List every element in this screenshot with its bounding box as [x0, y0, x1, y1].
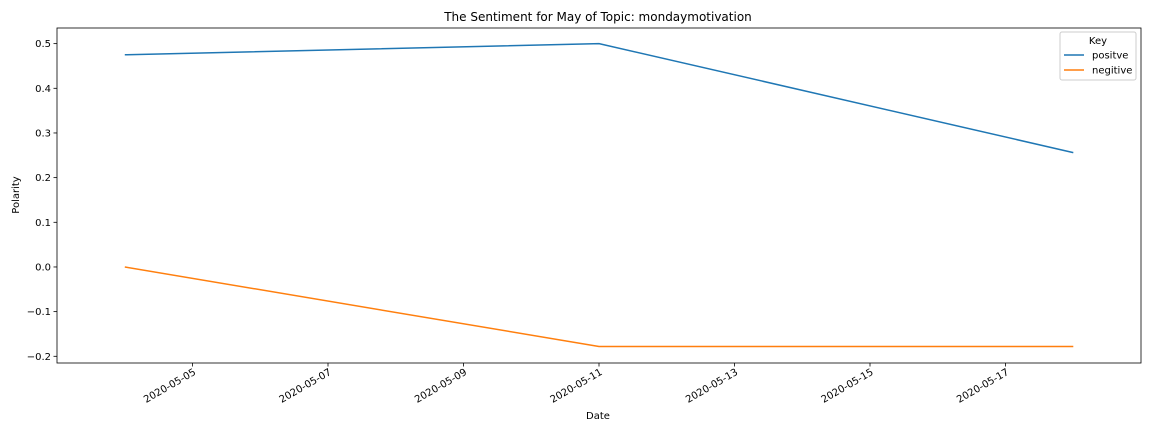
legend-title: Key — [1089, 36, 1107, 47]
x-tick-label: 2020-05-07 — [278, 367, 334, 406]
y-tick-label: 0.3 — [35, 128, 51, 139]
y-tick-label: −0.2 — [27, 352, 51, 363]
legend: Key positve negitive — [1059, 31, 1137, 81]
y-tick-label: 0.4 — [35, 84, 51, 95]
x-tick-label: 2020-05-05 — [142, 367, 198, 406]
y-axis-label: Polarity — [11, 176, 22, 214]
plot-area: −0.2 −0.1 0.0 0.1 0.2 0.3 0.4 0.5 2020-05-05 2020… — [27, 27, 1142, 406]
legend-box — [1059, 31, 1137, 81]
series-line-positve — [124, 42, 1074, 154]
y-tick-label: 0.5 — [35, 39, 51, 50]
x-tick-label: 2020-05-17 — [955, 367, 1011, 406]
chart-title: The Sentiment for May of Topic: mondaymo… — [443, 10, 752, 24]
series-line-negitive — [124, 266, 1074, 348]
x-axis-label: Date — [586, 411, 610, 422]
legend-label-positve: positve — [1092, 51, 1128, 62]
x-tick-label: 2020-05-13 — [684, 367, 740, 406]
x-tick-label: 2020-05-09 — [413, 367, 469, 406]
y-tick-label: 0.1 — [35, 218, 51, 229]
x-tick-label: 2020-05-11 — [549, 367, 605, 406]
y-tick-label: 0.2 — [35, 173, 51, 184]
y-tick-label: 0.0 — [35, 262, 51, 273]
x-tick-label: 2020-05-15 — [820, 367, 876, 406]
plot-frame — [56, 27, 1142, 364]
legend-label-negitive: negitive — [1092, 66, 1132, 77]
y-tick-label: −0.1 — [27, 307, 51, 318]
